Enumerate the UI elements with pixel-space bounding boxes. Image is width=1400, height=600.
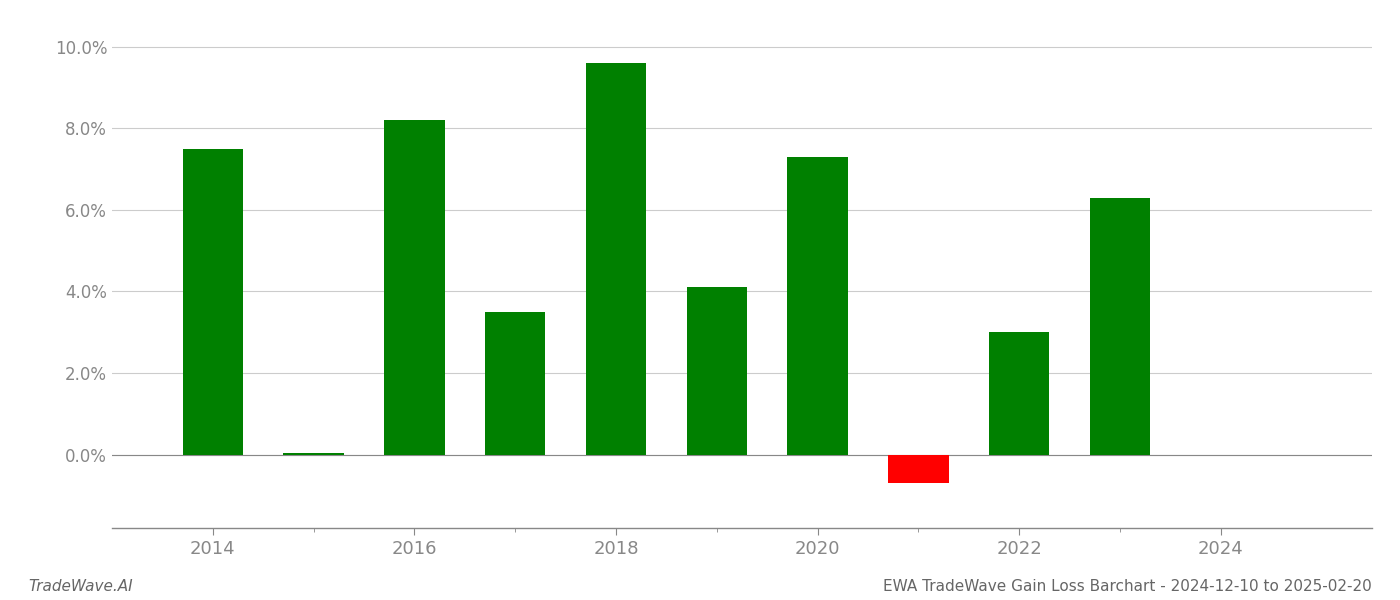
Bar — [283, 452, 344, 455]
Bar — [888, 455, 949, 483]
Text: TradeWave.AI: TradeWave.AI — [28, 579, 133, 594]
Text: EWA TradeWave Gain Loss Barchart - 2024-12-10 to 2025-02-20: EWA TradeWave Gain Loss Barchart - 2024-… — [883, 579, 1372, 594]
Bar — [1089, 197, 1151, 455]
Bar — [787, 157, 848, 455]
Bar — [988, 332, 1050, 455]
Bar — [384, 120, 445, 455]
Bar — [182, 149, 244, 455]
Bar — [686, 287, 748, 455]
Bar — [484, 312, 546, 455]
Bar — [585, 63, 647, 455]
